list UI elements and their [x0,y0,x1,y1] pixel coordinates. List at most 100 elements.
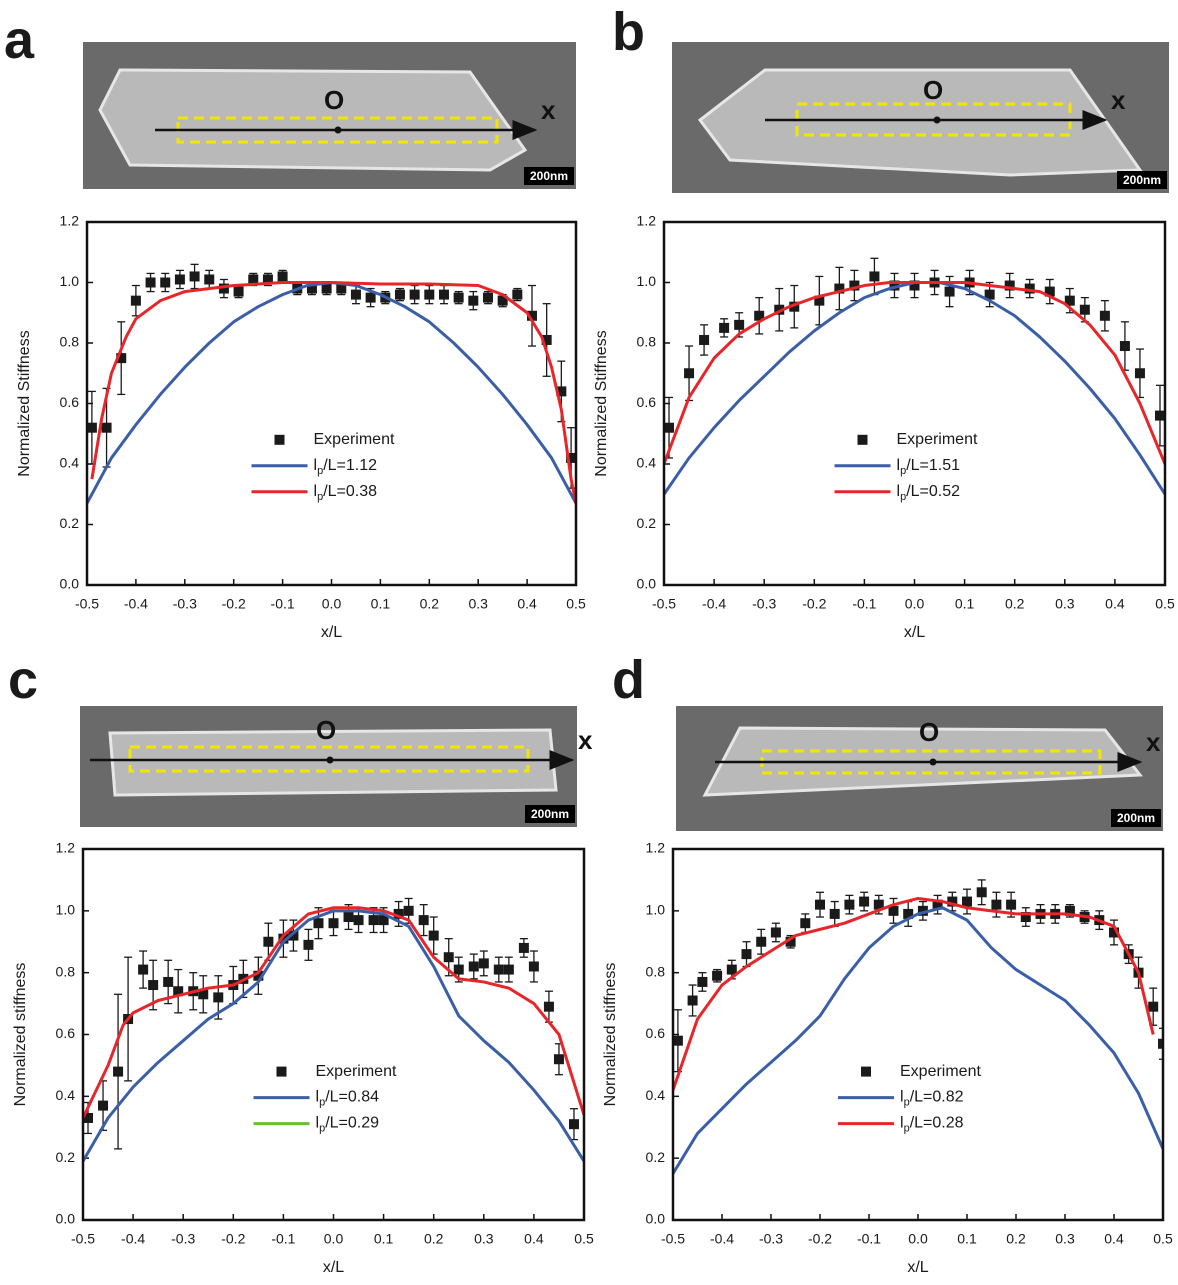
data-point [138,964,149,975]
y-axis-label: Normalized Stiffness [16,330,33,476]
y-axis-label: Normalized stiffness [12,963,29,1107]
data-point [849,280,860,291]
y-tick-label: 0.4 [637,455,657,471]
y-tick-label: 1.2 [56,840,76,856]
y-tick-label: 0.0 [646,1211,666,1227]
data-point [453,292,464,303]
data-point [233,286,244,297]
y-tick-label: 0.6 [646,1025,666,1041]
data-point [1020,912,1031,923]
legend-label: lp/L=0.82 [900,1089,964,1109]
data-point [443,952,454,963]
data-point [262,274,273,285]
data-point [116,353,127,364]
data-point [365,292,376,303]
data-point [493,964,504,975]
data-point [903,908,914,919]
data-point [438,289,449,300]
x-tick-label: 0.3 [1055,596,1075,612]
scale-bar-bg [524,167,574,185]
data-point [1064,905,1075,916]
data-point [566,452,576,463]
data-point [277,271,288,282]
data-point [909,280,920,291]
y-tick-label: 1.0 [646,902,666,918]
data-point [1079,304,1090,315]
plot-frame [662,220,1167,587]
data-point [756,936,767,947]
data-point [889,280,900,291]
x-tick-label: 0.5 [1155,596,1175,612]
x-tick-label: 0.0 [908,1231,928,1247]
data-point [1109,927,1119,938]
data-point [173,986,184,997]
x-tick-label: 0.4 [1104,1231,1124,1247]
axis-label-image: x [1111,85,1126,115]
fit-curve [83,909,584,1163]
data-point [353,915,364,926]
y-tick-label: 0.2 [637,515,657,531]
data-point [1024,283,1035,294]
data-point [770,927,781,938]
fit-curve [673,906,1163,1175]
x-tick-label: 0.2 [424,1231,444,1247]
data-point [248,274,259,285]
data-point [253,970,264,981]
y-tick-label: 0.8 [56,963,76,979]
y-tick-label: 0.0 [637,576,657,592]
data-point [101,422,112,433]
data-point [98,1100,109,1111]
y-tick-label: 0.4 [56,1087,76,1103]
y-tick-label: 0.6 [56,1025,76,1041]
legend-label: Experiment [897,431,978,448]
panel-letter: b [612,2,645,62]
data-point [991,899,1002,910]
y-tick-label: 1.2 [646,840,666,856]
x-tick-label: -0.5 [75,596,99,612]
data-point [917,905,928,916]
data-point [328,918,339,929]
x-tick-label: -0.5 [652,596,676,612]
data-point [303,939,314,950]
data-point [83,1112,94,1123]
data-point [130,295,141,306]
data-point [873,899,884,910]
data-point [741,949,752,960]
data-point [1158,1038,1163,1049]
y-tick-label: 0.8 [646,963,666,979]
plot-area [664,257,1165,496]
data-point [673,1035,683,1046]
data-point [726,964,737,975]
origin-dot [334,126,342,134]
data-point [553,1054,564,1065]
axis-label-image: x [1146,727,1161,757]
scale-bar-bg [525,805,575,823]
x-axis-label: x/L [907,1259,928,1276]
origin-label: O [919,717,939,747]
data-point [699,334,710,345]
y-tick-label: 0.2 [646,1149,666,1165]
y-tick-label: 0.8 [637,334,657,350]
x-tick-label: -0.3 [171,1231,195,1247]
x-tick-label: 0.5 [574,1231,594,1247]
data-point [163,976,174,987]
x-tick-label: -0.5 [661,1231,685,1247]
data-point [774,304,785,315]
x-axis-label: x/L [904,624,925,641]
x-tick-label: 0.5 [566,596,586,612]
plot-area [87,263,576,505]
data-point [541,334,552,345]
fit-curve [90,281,576,504]
data-point [719,322,730,333]
fit-curve [673,896,1155,1091]
data-point [518,942,529,953]
data-point [87,422,97,433]
panel-letter: d [612,650,645,710]
legend-label: lp/L=0.38 [314,483,378,503]
data-point [468,961,479,972]
data-point [944,286,955,297]
y-tick-label: 1.0 [56,902,76,918]
plot-area [83,897,584,1163]
origin-label: O [923,75,943,105]
